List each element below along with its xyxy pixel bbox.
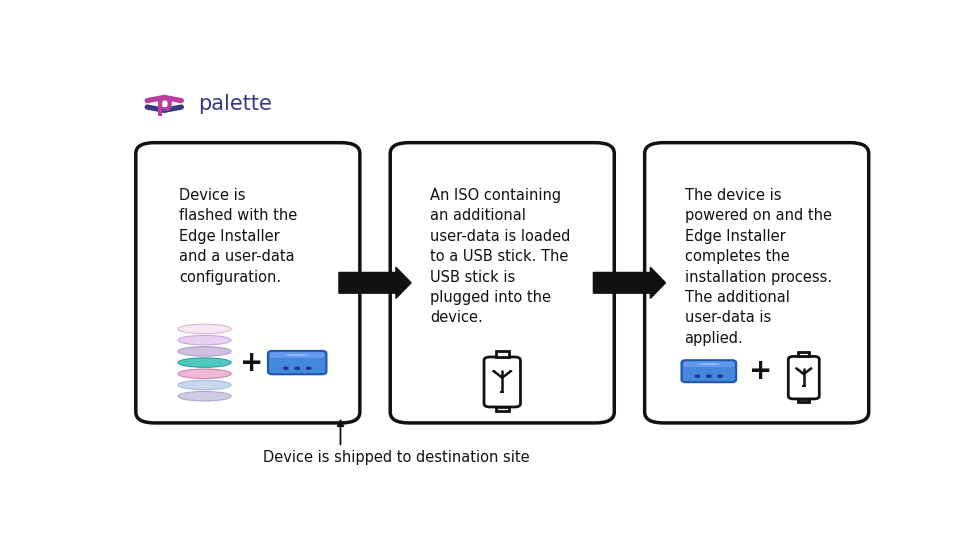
Ellipse shape (178, 324, 231, 334)
Bar (496, 407, 509, 411)
Circle shape (509, 370, 513, 372)
Ellipse shape (285, 354, 310, 356)
Circle shape (306, 366, 312, 370)
Circle shape (717, 375, 723, 378)
Ellipse shape (178, 380, 231, 390)
Text: p: p (156, 92, 172, 116)
Ellipse shape (178, 358, 231, 367)
Text: +: + (240, 348, 264, 376)
FancyBboxPatch shape (684, 362, 734, 367)
FancyBboxPatch shape (390, 143, 614, 423)
FancyBboxPatch shape (645, 143, 868, 423)
Ellipse shape (178, 391, 231, 401)
Circle shape (695, 375, 701, 378)
Circle shape (283, 366, 289, 370)
FancyArrow shape (594, 267, 665, 298)
Ellipse shape (178, 369, 231, 379)
Circle shape (795, 368, 798, 370)
Ellipse shape (178, 347, 231, 356)
Circle shape (294, 366, 300, 370)
Ellipse shape (178, 335, 231, 345)
Text: palette: palette (198, 94, 272, 114)
Circle shape (809, 368, 812, 370)
Bar (496, 351, 509, 357)
FancyBboxPatch shape (270, 352, 324, 358)
Text: Device is
flashed with the
Edge Installer
and a user-data
configuration.: Device is flashed with the Edge Installe… (179, 188, 298, 284)
FancyBboxPatch shape (788, 356, 819, 399)
Circle shape (706, 375, 711, 378)
FancyBboxPatch shape (136, 143, 360, 423)
Text: The device is
powered on and the
Edge Installer
completes the
installation proce: The device is powered on and the Edge In… (684, 188, 832, 346)
FancyArrow shape (339, 267, 412, 298)
FancyBboxPatch shape (268, 351, 326, 374)
Bar (798, 352, 809, 356)
Bar (802, 385, 806, 387)
Text: +: + (749, 357, 772, 385)
Ellipse shape (698, 363, 720, 365)
FancyBboxPatch shape (681, 360, 736, 382)
Text: Device is shipped to destination site: Device is shipped to destination site (263, 450, 529, 465)
Bar (500, 391, 505, 393)
Bar (798, 399, 809, 402)
FancyBboxPatch shape (484, 357, 520, 407)
Circle shape (492, 370, 496, 372)
Text: An ISO containing
an additional
user-data is loaded
to a USB stick. The
USB stic: An ISO containing an additional user-dat… (430, 188, 570, 325)
